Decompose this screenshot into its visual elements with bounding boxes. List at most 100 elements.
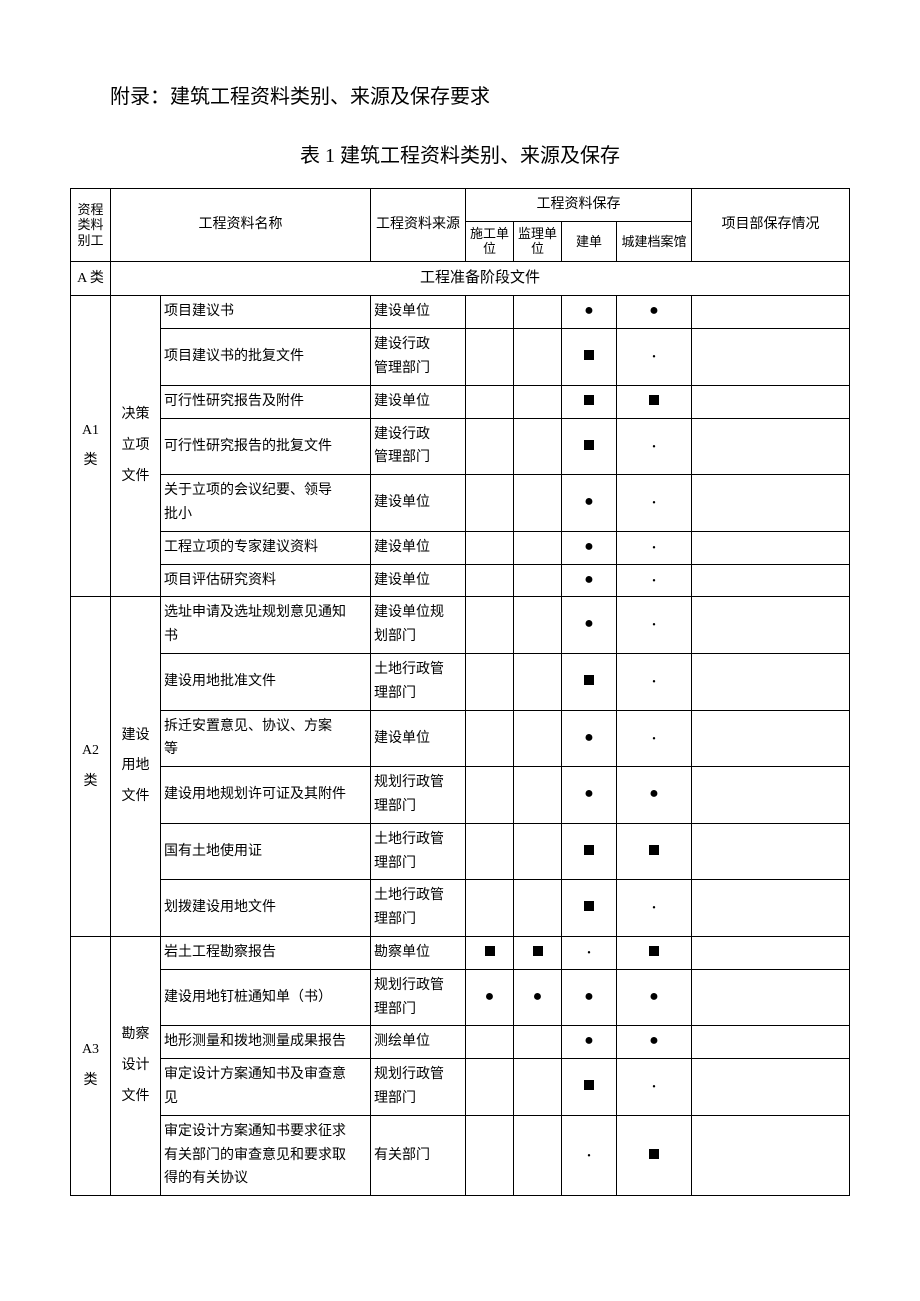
col-s1: 施工单位 [466,221,514,261]
name-cell: 项目建议书的批复文件 [161,329,371,386]
mark-cell [466,385,514,418]
mark-cell [514,1026,562,1059]
src-cell: 勘察单位 [371,937,466,970]
group-cell: 建设用地文件 [111,597,161,937]
mark-cell: ● [514,969,562,1026]
src-cell: 建设单位 [371,710,466,767]
mark-cell: • [617,329,692,386]
col-name: 工程资料名称 [111,189,371,262]
mark-cell [514,1115,562,1195]
mark-cell [514,767,562,824]
mark-cell: ● [617,1026,692,1059]
mark-cell [617,823,692,880]
mark-cell [514,937,562,970]
mark-cell [514,1059,562,1116]
name-cell: 建设用地钉桩通知单（书） [161,969,371,1026]
name-cell: 可行性研究报告及附件 [161,385,371,418]
name-cell: 地形测量和拨地测量成果报告 [161,1026,371,1059]
mark-cell [466,329,514,386]
mark-cell [562,385,617,418]
section-a-row: A 类 工程准备阶段文件 [71,261,850,296]
table-row: 拆迁安置意见、协议、方案等建设单位●• [71,710,850,767]
remark-cell [692,1115,850,1195]
src-cell: 建设单位 [371,385,466,418]
col-source: 工程资料来源 [371,189,466,262]
name-cell: 审定设计方案通知书要求征求有关部门的审查意见和要求取得的有关协议 [161,1115,371,1195]
table-row: 审定设计方案通知书及审查意见规划行政管理部门• [71,1059,850,1116]
remark-cell [692,564,850,597]
table-row: 关于立项的会议纪要、领导批小建设单位●• [71,475,850,532]
table-row: 国有土地使用证土地行政管理部门 [71,823,850,880]
mark-cell [514,823,562,880]
mark-cell: • [617,475,692,532]
mark-cell [466,767,514,824]
mark-cell [466,823,514,880]
src-cell: 有关部门 [371,1115,466,1195]
name-cell: 项目评估研究资料 [161,564,371,597]
remark-cell [692,418,850,475]
mark-cell: ● [617,767,692,824]
mark-cell [617,937,692,970]
mark-cell: ● [562,475,617,532]
name-cell: 拆迁安置意见、协议、方案等 [161,710,371,767]
mark-cell [466,1026,514,1059]
mark-cell [514,296,562,329]
src-cell: 规划行政管理部门 [371,969,466,1026]
mark-cell [466,1059,514,1116]
col-storage: 工程资料保存 [466,189,692,222]
name-cell: 工程立项的专家建议资料 [161,531,371,564]
mark-cell [466,937,514,970]
remark-cell [692,654,850,711]
group-cell: 勘察设计文件 [111,937,161,1196]
mark-cell [514,385,562,418]
mark-cell [514,880,562,937]
mark-cell [466,475,514,532]
table-row: A3类勘察设计文件岩土工程勘察报告勘察单位• [71,937,850,970]
mark-cell: • [617,418,692,475]
name-cell: 国有土地使用证 [161,823,371,880]
mark-cell [514,531,562,564]
src-cell: 建设单位 [371,296,466,329]
remark-cell [692,880,850,937]
src-cell: 规划行政管理部门 [371,1059,466,1116]
mark-cell [514,418,562,475]
name-cell: 划拨建设用地文件 [161,880,371,937]
mark-cell: ● [562,1026,617,1059]
mark-cell [514,597,562,654]
mark-cell [466,564,514,597]
cat-cell: A2类 [71,597,111,937]
remark-cell [692,385,850,418]
section-a-label: 工程准备阶段文件 [111,261,850,296]
mark-cell: ● [562,767,617,824]
mark-cell: • [617,880,692,937]
mark-cell [466,710,514,767]
page-title: 附录：建筑工程资料类别、来源及保存要求 [70,80,850,109]
remark-cell [692,475,850,532]
section-a-cat: A 类 [71,261,111,296]
remark-cell [692,1026,850,1059]
src-cell: 测绘单位 [371,1026,466,1059]
src-cell: 土地行政管理部门 [371,654,466,711]
col-category: 资程类料别工 [71,189,111,262]
table-row: 审定设计方案通知书要求征求有关部门的审查意见和要求取得的有关协议有关部门• [71,1115,850,1195]
src-cell: 建设单位 [371,531,466,564]
mark-cell [562,654,617,711]
mark-cell [562,1059,617,1116]
src-cell: 建设行政管理部门 [371,418,466,475]
remark-cell [692,710,850,767]
mark-cell: ● [562,597,617,654]
mark-cell: ● [562,296,617,329]
name-cell: 建设用地批准文件 [161,654,371,711]
mark-cell [466,531,514,564]
name-cell: 审定设计方案通知书及审查意见 [161,1059,371,1116]
name-cell: 岩土工程勘察报告 [161,937,371,970]
remark-cell [692,531,850,564]
group-cell: 决策立项文件 [111,296,161,597]
mark-cell [562,880,617,937]
remark-cell [692,969,850,1026]
name-cell: 关于立项的会议纪要、领导批小 [161,475,371,532]
mark-cell: • [617,710,692,767]
col-s3: 建单 [562,221,617,261]
table-row: 建设用地规划许可证及其附件规划行政管理部门●● [71,767,850,824]
mark-cell [562,823,617,880]
